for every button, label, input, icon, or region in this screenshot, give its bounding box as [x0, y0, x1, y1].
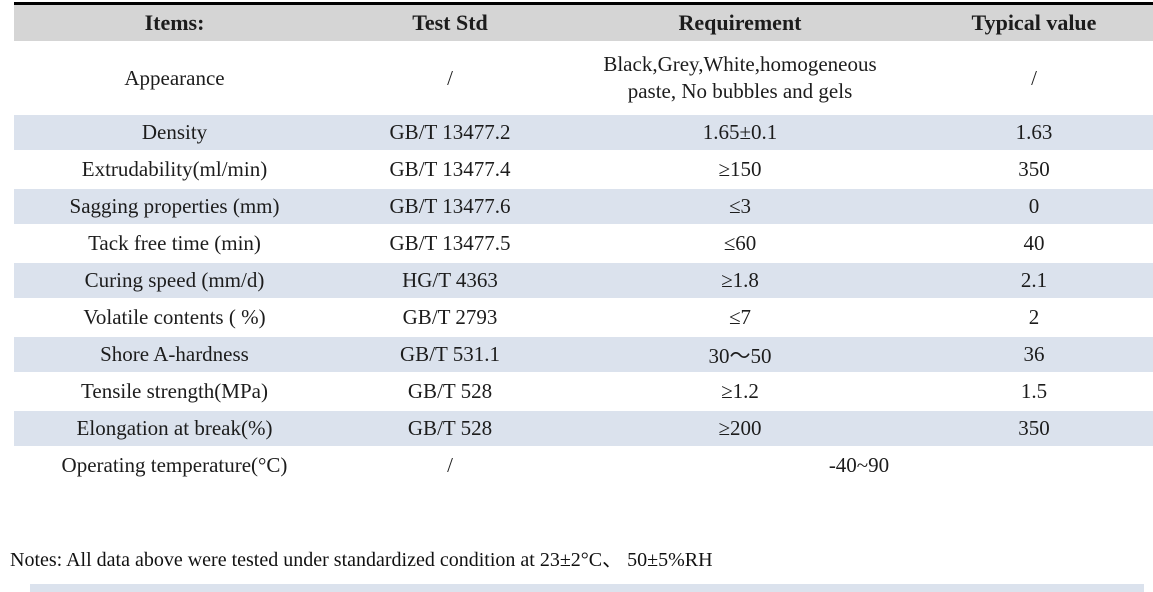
table-row: Sagging properties (mm) GB/T 13477.6 ≤3 … — [14, 189, 1153, 224]
cell-typical-value: 1.63 — [915, 115, 1153, 150]
table-row: Volatile contents ( %) GB/T 2793 ≤7 2 — [14, 300, 1153, 335]
cell-requirement: ≤7 — [565, 300, 915, 335]
cell-requirement: ≤60 — [565, 226, 915, 261]
cell-test-std: GB/T 13477.4 — [335, 152, 565, 187]
cell-typical-value: 0 — [915, 189, 1153, 224]
table-row: Operating temperature(°C) / -40~90 — [14, 448, 1153, 483]
cell-requirement: ≤3 — [565, 189, 915, 224]
cell-requirement: ≥1.8 — [565, 263, 915, 298]
cell-typical-value: 350 — [915, 152, 1153, 187]
table-row: Tensile strength(MPa) GB/T 528 ≥1.2 1.5 — [14, 374, 1153, 409]
next-table-row-sliver — [30, 584, 1144, 592]
cell-item: Appearance — [14, 43, 335, 113]
cell-requirement: ≥1.2 — [565, 374, 915, 409]
table-row: Appearance / Black,Grey,White,homogeneou… — [14, 43, 1153, 113]
cell-item: Extrudability(ml/min) — [14, 152, 335, 187]
col-header-typical-value: Typical value — [915, 2, 1153, 41]
cell-typical-value: 40 — [915, 226, 1153, 261]
cell-item: Curing speed (mm/d) — [14, 263, 335, 298]
cell-test-std: / — [335, 43, 565, 113]
cell-test-std: GB/T 13477.2 — [335, 115, 565, 150]
cell-typical-value: 1.5 — [915, 374, 1153, 409]
cell-test-std: GB/T 528 — [335, 411, 565, 446]
cell-requirement: Black,Grey,White,homogeneous paste, No b… — [565, 43, 915, 113]
cell-item: Volatile contents ( %) — [14, 300, 335, 335]
cell-test-std: GB/T 13477.5 — [335, 226, 565, 261]
table-row: Curing speed (mm/d) HG/T 4363 ≥1.8 2.1 — [14, 263, 1153, 298]
cell-typical-value: / — [915, 43, 1153, 113]
cell-requirement: ≥150 — [565, 152, 915, 187]
cell-typical-value: 2.1 — [915, 263, 1153, 298]
table-row: Density GB/T 13477.2 1.65±0.1 1.63 — [14, 115, 1153, 150]
cell-typical-value: 36 — [915, 337, 1153, 372]
cell-typical-value: 2 — [915, 300, 1153, 335]
cell-test-std: GB/T 531.1 — [335, 337, 565, 372]
table-row: Elongation at break(%) GB/T 528 ≥200 350 — [14, 411, 1153, 446]
notes-text: Notes: All data above were tested under … — [10, 549, 713, 571]
cell-requirement: ≥200 — [565, 411, 915, 446]
cell-test-std: GB/T 528 — [335, 374, 565, 409]
cell-item: Elongation at break(%) — [14, 411, 335, 446]
cell-test-std: GB/T 13477.6 — [335, 189, 565, 224]
col-header-items: Items: — [14, 2, 335, 41]
cell-test-std: HG/T 4363 — [335, 263, 565, 298]
cell-requirement: 1.65±0.1 — [565, 115, 915, 150]
cell-item: Tack free time (min) — [14, 226, 335, 261]
cell-requirement-merged: -40~90 — [565, 448, 1153, 483]
table-row: Extrudability(ml/min) GB/T 13477.4 ≥150 … — [14, 152, 1153, 187]
header-row: Items: Test Std Requirement Typical valu… — [14, 2, 1153, 41]
cell-item: Operating temperature(°C) — [14, 448, 335, 483]
cell-test-std: GB/T 2793 — [335, 300, 565, 335]
cell-typical-value: 350 — [915, 411, 1153, 446]
cell-item: Shore A-hardness — [14, 337, 335, 372]
spec-table-body: Appearance / Black,Grey,White,homogeneou… — [14, 43, 1153, 483]
col-header-requirement: Requirement — [565, 2, 915, 41]
cell-test-std: / — [335, 448, 565, 483]
cell-requirement: 30～50 — [565, 337, 915, 372]
cell-item: Sagging properties (mm) — [14, 189, 335, 224]
table-row: Shore A-hardness GB/T 531.1 30～50 36 — [14, 337, 1153, 372]
col-header-test-std: Test Std — [335, 2, 565, 41]
table-row: Tack free time (min) GB/T 13477.5 ≤60 40 — [14, 226, 1153, 261]
spec-table: Items: Test Std Requirement Typical valu… — [14, 0, 1153, 485]
spec-table-header: Items: Test Std Requirement Typical valu… — [14, 2, 1153, 41]
cell-item: Tensile strength(MPa) — [14, 374, 335, 409]
cell-item: Density — [14, 115, 335, 150]
